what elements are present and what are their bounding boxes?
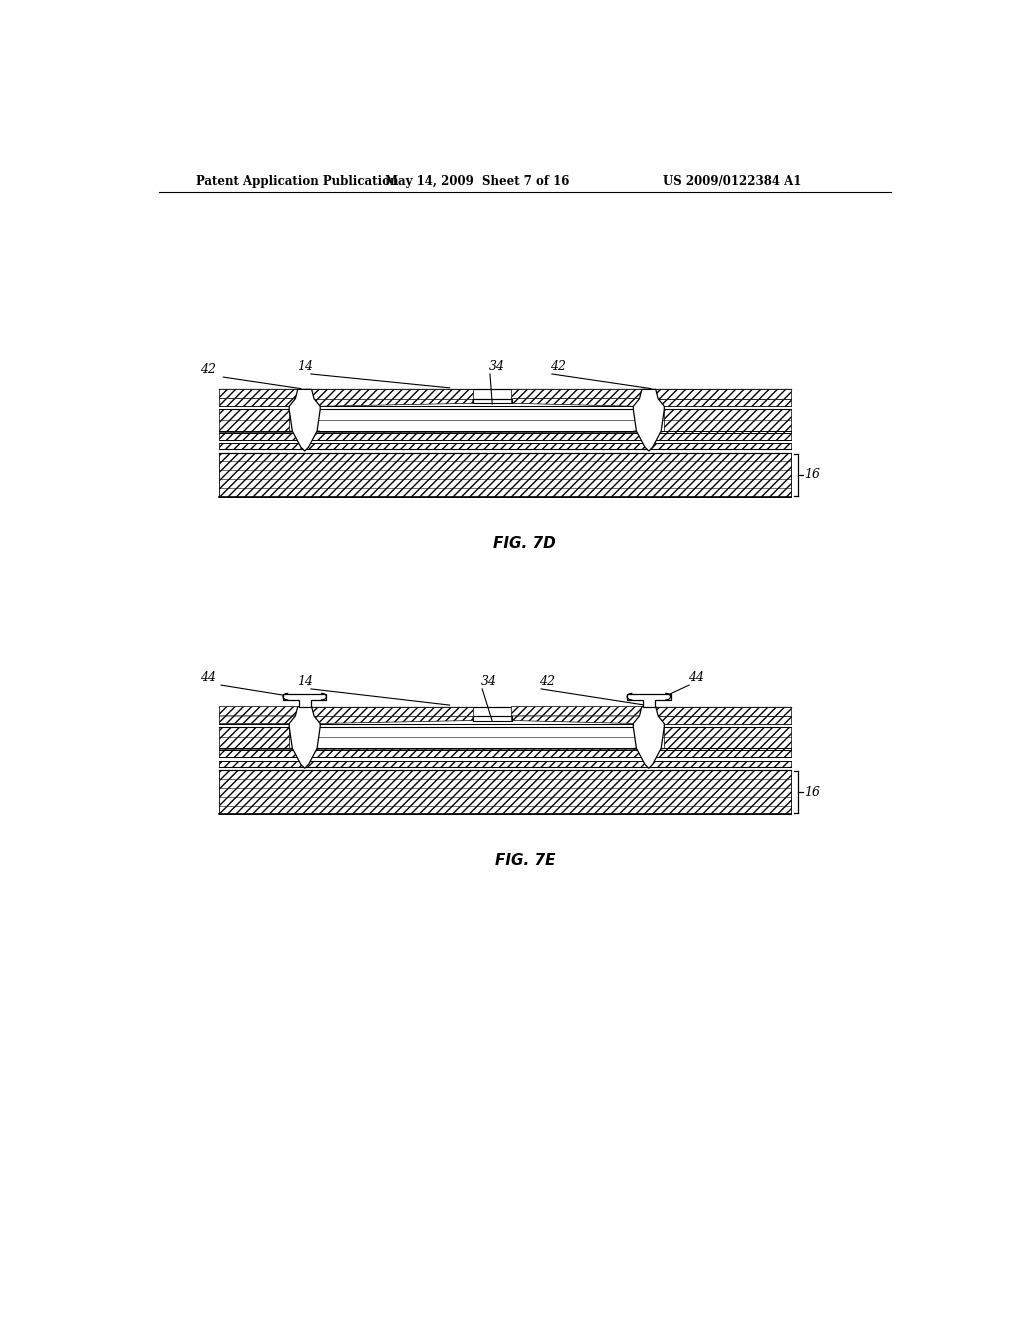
Polygon shape: [311, 706, 473, 715]
Text: 14: 14: [297, 360, 313, 374]
Polygon shape: [633, 706, 665, 768]
Text: US 2009/0122384 A1: US 2009/0122384 A1: [663, 176, 801, 187]
Text: Patent Application Publication: Patent Application Publication: [197, 176, 398, 187]
Text: May 14, 2009  Sheet 7 of 16: May 14, 2009 Sheet 7 of 16: [385, 176, 569, 187]
Polygon shape: [289, 706, 321, 768]
Polygon shape: [512, 389, 643, 399]
Text: 42: 42: [550, 360, 566, 374]
Text: 16: 16: [805, 785, 820, 799]
Text: 34: 34: [480, 675, 497, 688]
Text: 14: 14: [297, 675, 313, 688]
Polygon shape: [219, 399, 297, 407]
Polygon shape: [627, 694, 671, 706]
Bar: [219, 760, 791, 767]
Bar: [219, 450, 791, 453]
Polygon shape: [219, 409, 289, 430]
Polygon shape: [655, 389, 791, 399]
Polygon shape: [633, 389, 665, 451]
Polygon shape: [321, 726, 633, 748]
Polygon shape: [656, 715, 791, 723]
Text: 34: 34: [488, 360, 505, 374]
Polygon shape: [219, 706, 299, 715]
Polygon shape: [219, 389, 299, 399]
Polygon shape: [652, 430, 791, 433]
Bar: [219, 453, 791, 498]
Polygon shape: [656, 399, 791, 407]
Polygon shape: [512, 399, 641, 407]
Bar: [219, 758, 791, 760]
Bar: [219, 444, 791, 449]
Polygon shape: [219, 430, 301, 433]
Polygon shape: [512, 706, 643, 715]
Text: 42: 42: [539, 675, 555, 688]
Polygon shape: [512, 715, 641, 723]
Text: 42: 42: [200, 363, 216, 376]
Polygon shape: [308, 748, 645, 750]
Polygon shape: [652, 430, 791, 433]
Text: 44: 44: [200, 671, 216, 684]
Polygon shape: [219, 748, 301, 750]
Bar: [219, 433, 791, 441]
Polygon shape: [219, 715, 297, 723]
Bar: [219, 770, 791, 814]
Bar: [219, 441, 791, 444]
Polygon shape: [655, 706, 791, 715]
Polygon shape: [312, 715, 473, 723]
Polygon shape: [321, 409, 633, 430]
Text: 16: 16: [805, 469, 820, 482]
Polygon shape: [311, 389, 473, 399]
Polygon shape: [665, 726, 791, 748]
Text: 44: 44: [687, 671, 703, 684]
Bar: [219, 750, 791, 758]
Polygon shape: [283, 694, 327, 706]
Polygon shape: [289, 389, 321, 451]
Text: FIG. 7E: FIG. 7E: [495, 853, 555, 869]
Bar: [219, 767, 791, 770]
Polygon shape: [652, 748, 791, 750]
Text: FIG. 7D: FIG. 7D: [494, 536, 556, 550]
Polygon shape: [312, 399, 473, 407]
Polygon shape: [665, 409, 791, 430]
Polygon shape: [308, 430, 645, 433]
Polygon shape: [219, 726, 289, 748]
Polygon shape: [652, 748, 791, 750]
